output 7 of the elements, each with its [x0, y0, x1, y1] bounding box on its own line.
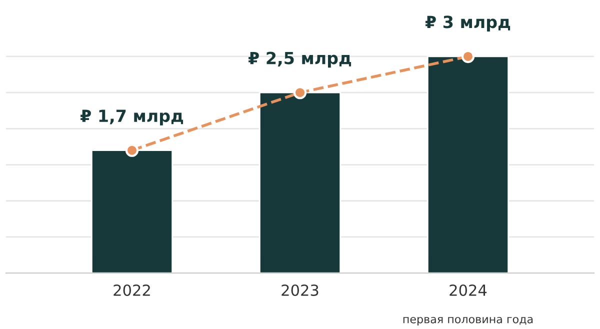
x-tick-label: 2024 — [450, 284, 487, 296]
x-tick-label: 2022 — [114, 284, 150, 296]
x-tick-label: 2023 — [282, 284, 318, 296]
text: первая половина года — [403, 316, 533, 326]
data-label: ₽ 3 млрд — [426, 16, 510, 32]
data-label: ₽ 2,5 млрд — [248, 52, 352, 68]
data-label: ₽ 1,7 млрд — [80, 110, 184, 126]
